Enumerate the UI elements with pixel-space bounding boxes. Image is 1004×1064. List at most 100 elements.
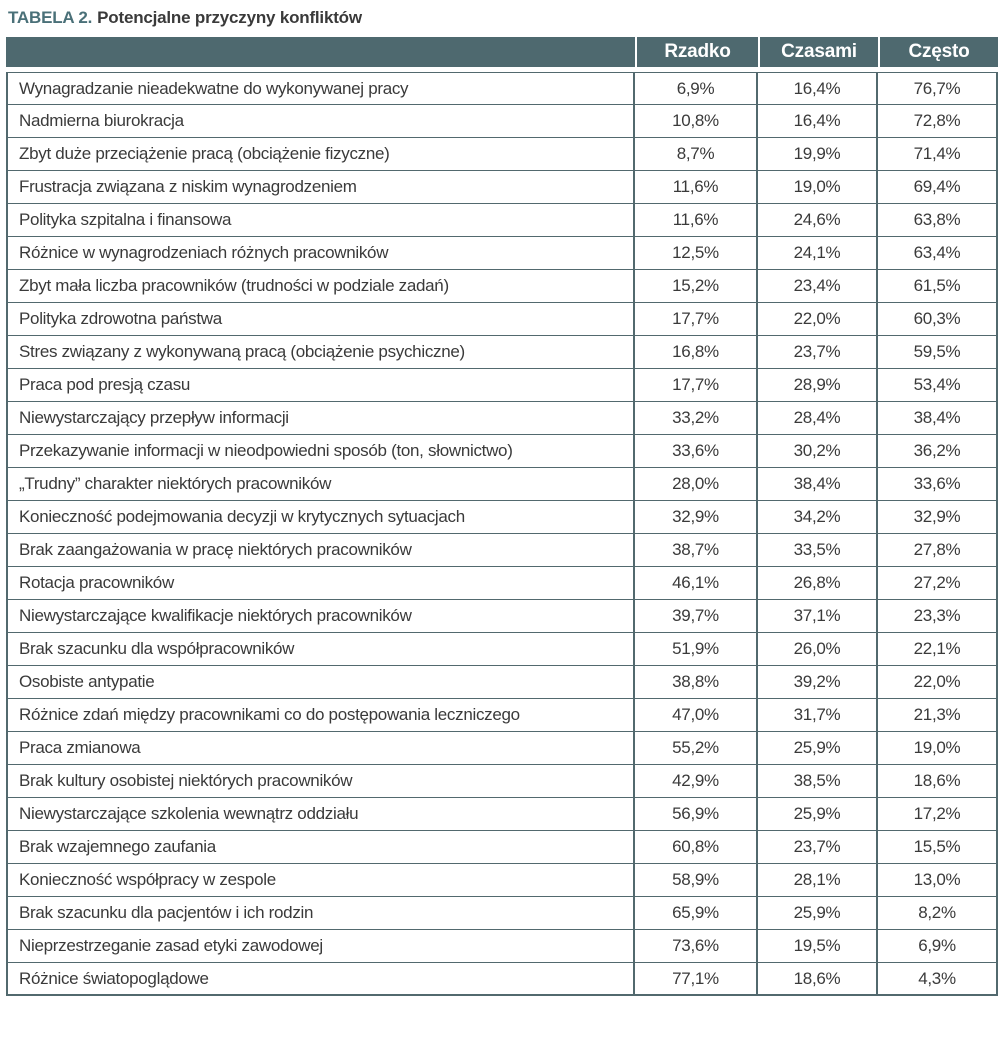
row-value: 58,9% xyxy=(635,864,758,897)
row-value: 8,7% xyxy=(635,138,758,171)
table-row: Różnice w wynagrodzeniach różnych pracow… xyxy=(6,237,998,270)
table-row: Rotacja pracowników 46,1% 26,8% 27,2% xyxy=(6,567,998,600)
row-value: 22,0% xyxy=(758,303,878,336)
row-label: Brak szacunku dla pacjentów i ich rodzin xyxy=(6,897,635,930)
row-label: Rotacja pracowników xyxy=(6,567,635,600)
row-label: Zbyt mała liczba pracowników (trudności … xyxy=(6,270,635,303)
row-label: Nieprzestrzeganie zasad etyki zawodowej xyxy=(6,930,635,963)
row-value: 39,2% xyxy=(758,666,878,699)
row-value: 17,2% xyxy=(878,798,998,831)
table-row: Stres związany z wykonywaną pracą (obcią… xyxy=(6,336,998,369)
row-label: Brak szacunku dla współpracowników xyxy=(6,633,635,666)
header-row: Rzadko Czasami Często xyxy=(6,37,998,67)
row-value: 46,1% xyxy=(635,567,758,600)
row-label: Praca pod presją czasu xyxy=(6,369,635,402)
table-row: Brak szacunku dla współpracowników 51,9% 2… xyxy=(6,633,998,666)
row-value: 19,0% xyxy=(758,171,878,204)
row-value: 25,9% xyxy=(758,798,878,831)
table-row: Konieczność współpracy w zespole 58,9% 28,… xyxy=(6,864,998,897)
row-value: 24,1% xyxy=(758,237,878,270)
row-value: 17,7% xyxy=(635,303,758,336)
row-value: 38,7% xyxy=(635,534,758,567)
row-label: Brak wzajemnego zaufania xyxy=(6,831,635,864)
row-label: Niewystarczające kwalifikacje niektórych… xyxy=(6,600,635,633)
table-body: Wynagradzanie nieadekwatne do wykonywane… xyxy=(6,67,998,996)
row-value: 11,6% xyxy=(635,171,758,204)
table-row: „Trudny” charakter niektórych pracownikó… xyxy=(6,468,998,501)
row-label: Nadmierna biurokracja xyxy=(6,105,635,138)
row-label: Różnice zdań między pracownikami co do p… xyxy=(6,699,635,732)
table-row: Brak kultury osobistej niektórych pracow… xyxy=(6,765,998,798)
row-value: 47,0% xyxy=(635,699,758,732)
table-row: Brak wzajemnego zaufania 60,8% 23,7% 15,5% xyxy=(6,831,998,864)
header-rzadko: Rzadko xyxy=(635,37,758,67)
row-value: 6,9% xyxy=(878,930,998,963)
table-row: Różnice światopoglądowe 77,1% 18,6% 4,3% xyxy=(6,963,998,996)
row-value: 28,4% xyxy=(758,402,878,435)
row-value: 38,8% xyxy=(635,666,758,699)
row-value: 37,1% xyxy=(758,600,878,633)
header-body-spacer xyxy=(6,67,998,72)
row-value: 16,4% xyxy=(758,105,878,138)
header-empty-cell xyxy=(6,37,635,67)
row-value: 77,1% xyxy=(635,963,758,996)
conflict-causes-table: Rzadko Czasami Często Wynagradzanie niea… xyxy=(6,37,998,996)
table-row: Przekazywanie informacji w nieodpowiedni… xyxy=(6,435,998,468)
row-value: 61,5% xyxy=(878,270,998,303)
row-value: 39,7% xyxy=(635,600,758,633)
row-value: 26,8% xyxy=(758,567,878,600)
header-czesto: Często xyxy=(878,37,998,67)
row-value: 51,9% xyxy=(635,633,758,666)
row-value: 13,0% xyxy=(878,864,998,897)
row-value: 16,4% xyxy=(758,72,878,105)
row-value: 26,0% xyxy=(758,633,878,666)
row-value: 69,4% xyxy=(878,171,998,204)
table-row: Nadmierna biurokracja 10,8% 16,4% 72,8% xyxy=(6,105,998,138)
row-value: 15,2% xyxy=(635,270,758,303)
row-value: 59,5% xyxy=(878,336,998,369)
row-value: 23,3% xyxy=(878,600,998,633)
row-label: Brak kultury osobistej niektórych pracow… xyxy=(6,765,635,798)
table-row: Polityka szpitalna i finansowa 11,6% 24,6%… xyxy=(6,204,998,237)
table-row: Niewystarczające kwalifikacje niektórych… xyxy=(6,600,998,633)
row-value: 19,5% xyxy=(758,930,878,963)
row-value: 31,7% xyxy=(758,699,878,732)
row-value: 17,7% xyxy=(635,369,758,402)
row-label: Wynagradzanie nieadekwatne do wykonywane… xyxy=(6,72,635,105)
table-row: Frustracja związana z niskim wynagrodzen… xyxy=(6,171,998,204)
table-row: Praca zmianowa 55,2% 25,9% 19,0% xyxy=(6,732,998,765)
row-value: 33,6% xyxy=(635,435,758,468)
row-value: 32,9% xyxy=(635,501,758,534)
row-label: Konieczność podejmowania decyzji w kryty… xyxy=(6,501,635,534)
table-row: Praca pod presją czasu 17,7% 28,9% 53,4% xyxy=(6,369,998,402)
row-label: Polityka zdrowotna państwa xyxy=(6,303,635,336)
table-row: Brak szacunku dla pacjentów i ich rodzin… xyxy=(6,897,998,930)
row-value: 15,5% xyxy=(878,831,998,864)
row-value: 25,9% xyxy=(758,732,878,765)
row-value: 4,3% xyxy=(878,963,998,996)
table-row: Nieprzestrzeganie zasad etyki zawodowej 7… xyxy=(6,930,998,963)
row-value: 30,2% xyxy=(758,435,878,468)
row-label: Stres związany z wykonywaną pracą (obcią… xyxy=(6,336,635,369)
table-header: Rzadko Czasami Często xyxy=(6,37,998,67)
row-label: Frustracja związana z niskim wynagrodzen… xyxy=(6,171,635,204)
table-row: Wynagradzanie nieadekwatne do wykonywane… xyxy=(6,72,998,105)
row-value: 25,9% xyxy=(758,897,878,930)
table-row: Konieczność podejmowania decyzji w kryty… xyxy=(6,501,998,534)
row-value: 23,7% xyxy=(758,831,878,864)
row-value: 60,8% xyxy=(635,831,758,864)
row-value: 53,4% xyxy=(878,369,998,402)
row-value: 38,4% xyxy=(758,468,878,501)
row-value: 6,9% xyxy=(635,72,758,105)
header-czasami: Czasami xyxy=(758,37,878,67)
table-row: Zbyt duże przeciążenie pracą (obciążenie… xyxy=(6,138,998,171)
table-row: Osobiste antypatie 38,8% 39,2% 22,0% xyxy=(6,666,998,699)
row-label: Niewystarczający przepływ informacji xyxy=(6,402,635,435)
row-value: 32,9% xyxy=(878,501,998,534)
row-value: 11,6% xyxy=(635,204,758,237)
row-value: 36,2% xyxy=(878,435,998,468)
row-value: 63,8% xyxy=(878,204,998,237)
table-row: Brak zaangażowania w pracę niektórych pr… xyxy=(6,534,998,567)
row-label: „Trudny” charakter niektórych pracownikó… xyxy=(6,468,635,501)
